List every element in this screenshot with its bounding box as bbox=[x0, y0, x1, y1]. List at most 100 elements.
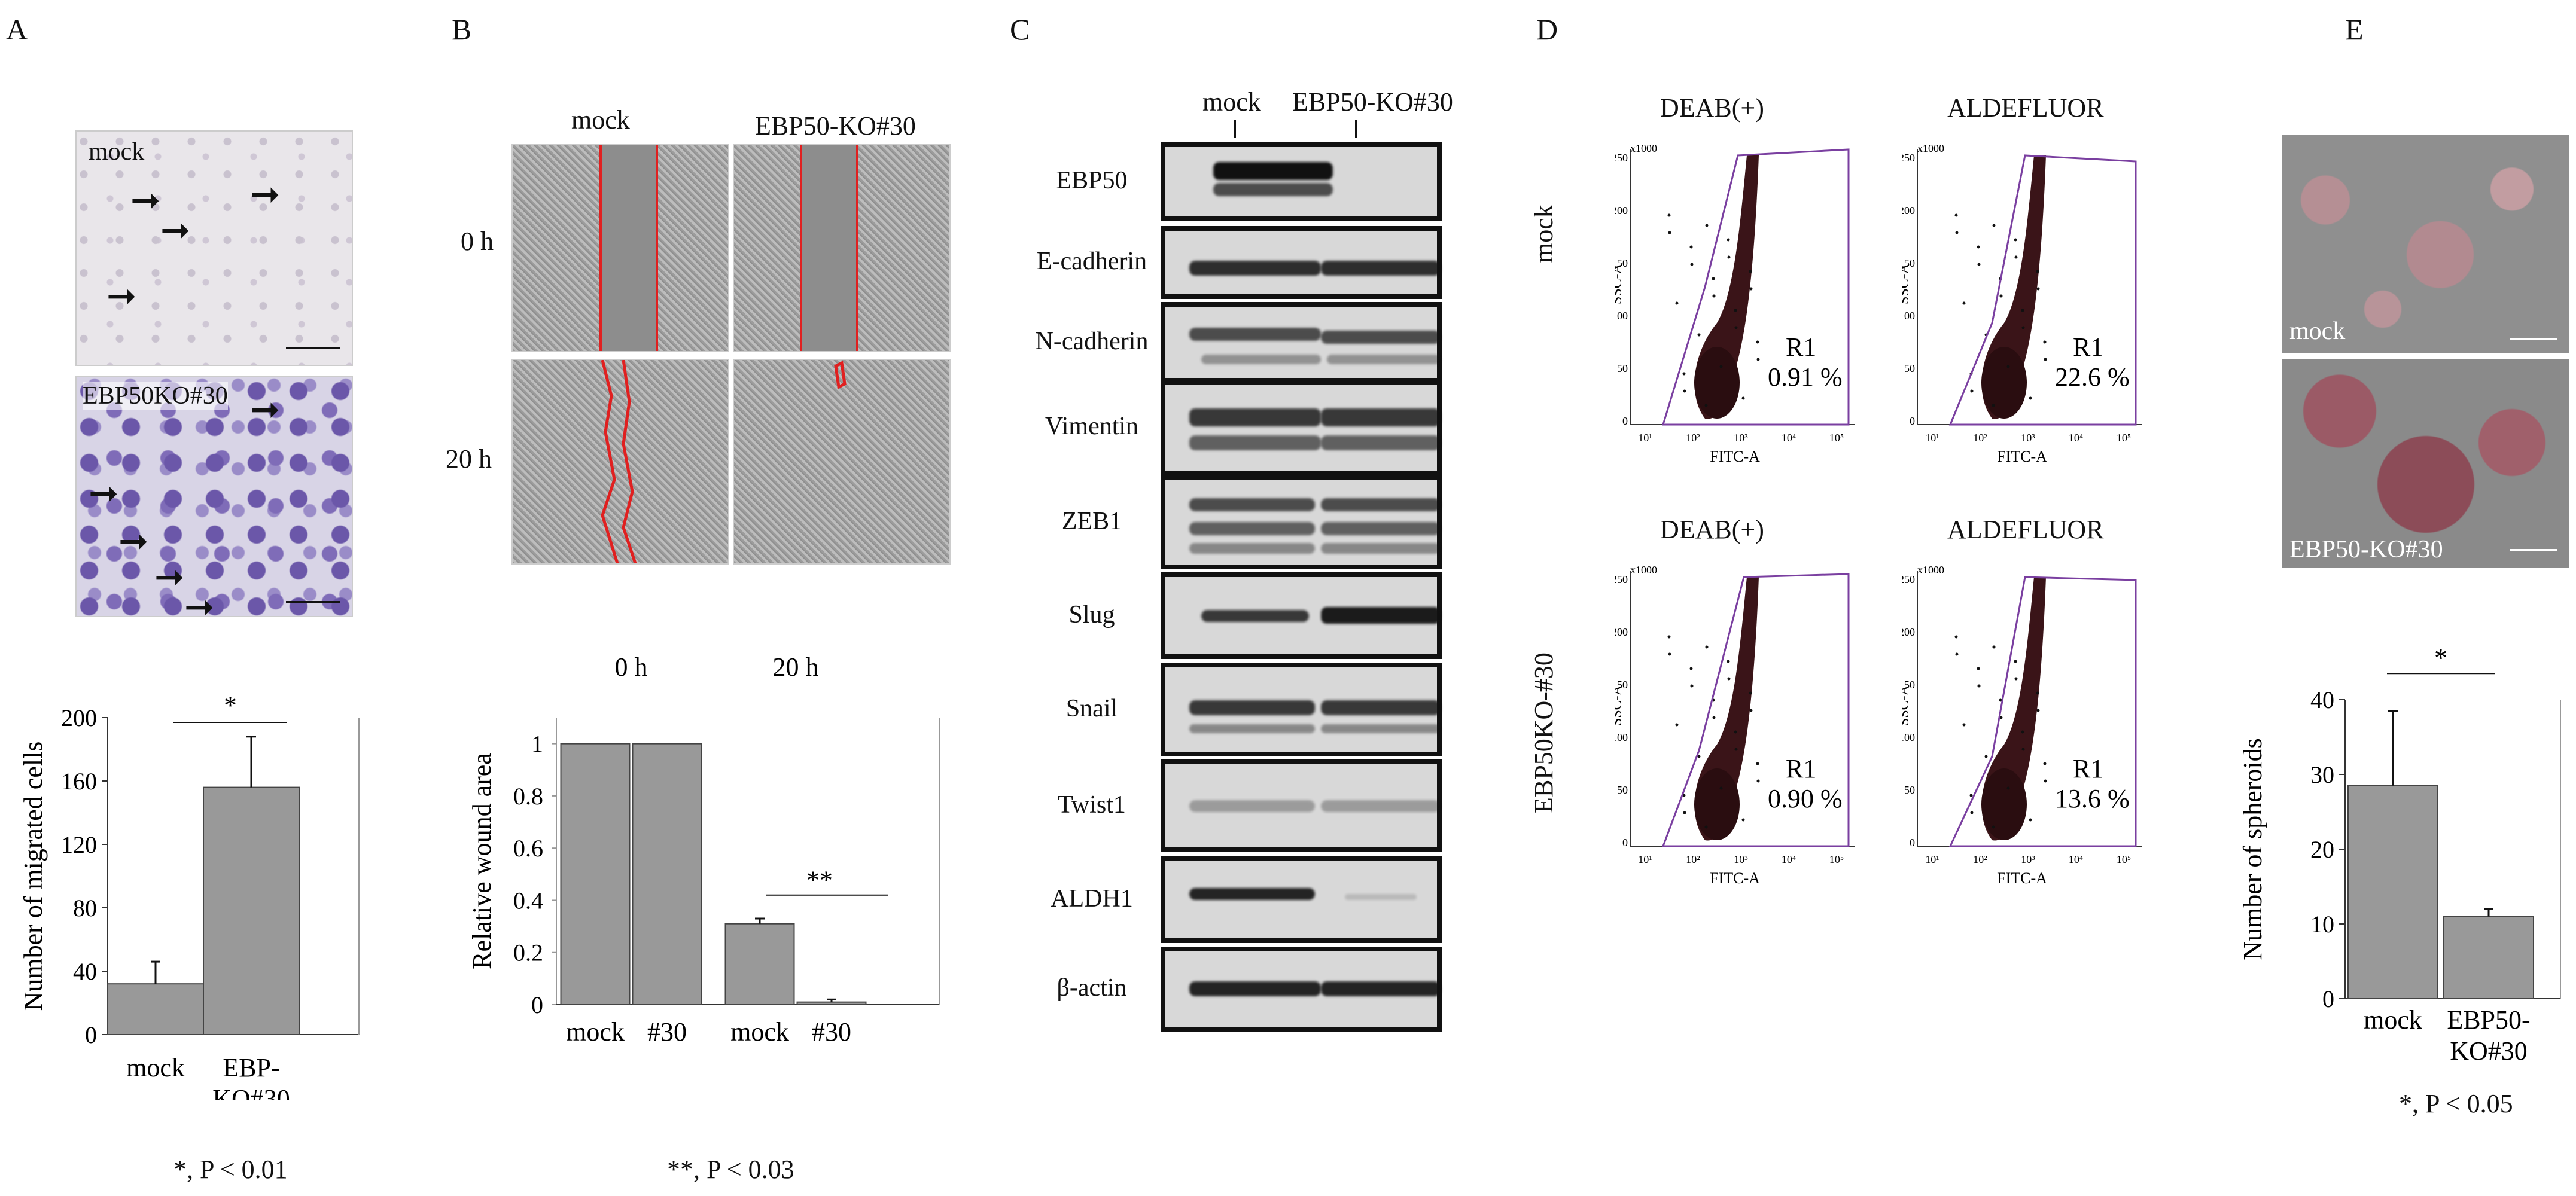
arrow-icon: ➞ bbox=[154, 557, 185, 597]
panel-d-col-label-1b: ALDEFLUOR bbox=[1947, 515, 2104, 544]
flow-y-tick: 150 bbox=[1902, 679, 1915, 691]
arrow-icon: ➞ bbox=[184, 587, 215, 617]
y-tick-label: 0.6 bbox=[513, 835, 543, 862]
flow-x-tick: 10⁵ bbox=[2117, 432, 2131, 444]
flow-x-tick: 10¹ bbox=[1638, 853, 1652, 865]
blot-band bbox=[1321, 261, 1441, 276]
y-tick-label: 0.2 bbox=[513, 939, 543, 966]
blot-band bbox=[1321, 981, 1441, 996]
wound-gap bbox=[800, 145, 858, 351]
event-dot bbox=[1977, 667, 1980, 670]
bar bbox=[632, 743, 702, 1006]
flow-scale: x1000 bbox=[1630, 565, 1657, 576]
event-dot bbox=[1689, 245, 1693, 249]
event-dot bbox=[1727, 255, 1731, 259]
gate-percent: 22.6 % bbox=[2055, 362, 2130, 392]
blot-band bbox=[1189, 724, 1315, 733]
x-tick-label: KO#30 bbox=[2450, 1036, 2528, 1066]
x-tick-label: mock bbox=[126, 1053, 185, 1082]
flow-plot: x1000250 200 150 100 50 0 10¹ 10² 10³ 10⁴ 10⁵ SSC-A… bbox=[1615, 565, 1855, 887]
blot-label: ZEB1 bbox=[1061, 507, 1122, 535]
panel-a-letter: A bbox=[6, 13, 28, 46]
gate-label: R1 bbox=[2073, 754, 2103, 783]
flow-x-axis-label: FITC-A bbox=[1710, 448, 1760, 465]
panel-e-spheroid-ko: EBP50-KO#30 bbox=[2282, 359, 2569, 568]
panel-c-col-label-ko: EBP50-KO#30 bbox=[1292, 87, 1453, 117]
event-dot bbox=[1690, 684, 1694, 688]
bar bbox=[724, 923, 795, 1005]
event-dot bbox=[1954, 213, 1958, 217]
event-dot bbox=[1955, 652, 1959, 656]
event-dot bbox=[1992, 645, 1996, 649]
panel-a-img-label-mock: mock bbox=[89, 138, 145, 166]
event-dot bbox=[1675, 301, 1679, 305]
event-dot bbox=[1756, 358, 1760, 361]
flow-y-tick: 50 bbox=[1904, 784, 1915, 796]
y-tick-label: 40 bbox=[2310, 687, 2334, 713]
flow-y-tick: 250 bbox=[1902, 152, 1915, 164]
panel-e-letter: E bbox=[2345, 13, 2364, 46]
blot-band bbox=[1189, 888, 1315, 900]
event-dot bbox=[1749, 270, 1752, 273]
flow-x-tick: 10¹ bbox=[1925, 853, 1939, 865]
y-tick-label: 30 bbox=[2310, 761, 2334, 788]
flow-y-tick: 0 bbox=[1622, 837, 1628, 849]
flow-x-axis-label: FITC-A bbox=[1997, 448, 2047, 465]
blot-band bbox=[1213, 162, 1333, 180]
blot-zeb1 bbox=[1161, 475, 1442, 569]
event-dot bbox=[2014, 660, 2017, 663]
event-dot bbox=[1992, 404, 1995, 407]
panel-b-row-label-0h: 0 h bbox=[461, 227, 494, 256]
gate-percent: 0.90 % bbox=[1768, 784, 1843, 813]
blot-label: Twist1 bbox=[1058, 791, 1126, 819]
event-dot bbox=[1683, 811, 1686, 814]
blot-label: N-cadherin bbox=[1035, 327, 1149, 355]
y-tick-label: 0.4 bbox=[513, 887, 543, 914]
event-dot bbox=[1734, 730, 1737, 734]
blot-band bbox=[1189, 543, 1315, 554]
event-dot bbox=[1749, 709, 1753, 712]
flow-plot: x1000250 200 150 100 50 0 10¹ 10² 10³ 10⁴ 10⁵ SSC-A… bbox=[1615, 144, 1855, 465]
y-tick-label: 20 bbox=[2310, 836, 2334, 863]
blot-e-cadherin bbox=[1161, 226, 1442, 299]
panel-a-micrograph-ko: EBP50KO#30 ➞ ➞ ➞ ➞ ➞ bbox=[75, 376, 353, 617]
flow-scale: x1000 bbox=[1917, 144, 1944, 154]
flow-x-axis-label: FITC-A bbox=[1710, 869, 1760, 887]
event-dot bbox=[1704, 404, 1708, 407]
event-dot bbox=[1734, 748, 1738, 751]
event-dot bbox=[1712, 277, 1715, 280]
flow-scale: x1000 bbox=[1630, 144, 1657, 154]
panel-b-wound-ko-20h bbox=[733, 359, 951, 565]
flow-y-tick: 150 bbox=[1615, 679, 1628, 691]
event-dot bbox=[1977, 245, 1980, 249]
panel-b-chart: 0 0.2 0.4 0.6 0.8 1 Relative wound area mock #30… bbox=[467, 652, 940, 1046]
flow-x-tick: 10³ bbox=[1734, 853, 1748, 865]
blot-band bbox=[1189, 498, 1315, 511]
event-dot bbox=[1992, 825, 1995, 829]
wound-edge bbox=[601, 360, 637, 563]
event-dot bbox=[1749, 691, 1752, 695]
scale-bar bbox=[2510, 549, 2557, 551]
event-dot bbox=[1756, 340, 1759, 344]
panel-b-wound-ko-0h bbox=[733, 144, 951, 352]
event-dot bbox=[1705, 224, 1709, 227]
flow-x-tick: 10⁵ bbox=[1829, 432, 1844, 444]
event-dot bbox=[1999, 294, 2003, 298]
event-dot bbox=[2014, 238, 2017, 242]
flow-y-tick: 250 bbox=[1615, 152, 1628, 164]
flow-x-tick: 10⁴ bbox=[2069, 432, 2083, 444]
blot-band bbox=[1189, 800, 1315, 812]
x-tick-label: #30 bbox=[812, 1017, 851, 1046]
blot-vimentin bbox=[1161, 380, 1442, 475]
flow-x-tick: 10³ bbox=[1734, 432, 1748, 444]
gate-polygon bbox=[1948, 154, 2137, 426]
event-dot bbox=[1984, 755, 1988, 758]
flow-x-tick: 10⁴ bbox=[1782, 432, 1796, 444]
gate-percent: 13.6 % bbox=[2055, 784, 2130, 813]
panel-e-chart: 0 10 20 30 40 Number of spheroids mock EBP50-KO… bbox=[2238, 643, 2561, 1066]
y-tick-label: 0 bbox=[531, 991, 543, 1018]
event-dot bbox=[2043, 340, 2047, 344]
event-core bbox=[1694, 347, 1740, 419]
y-tick-label: 40 bbox=[73, 958, 97, 985]
y-tick-label: 80 bbox=[73, 895, 97, 922]
